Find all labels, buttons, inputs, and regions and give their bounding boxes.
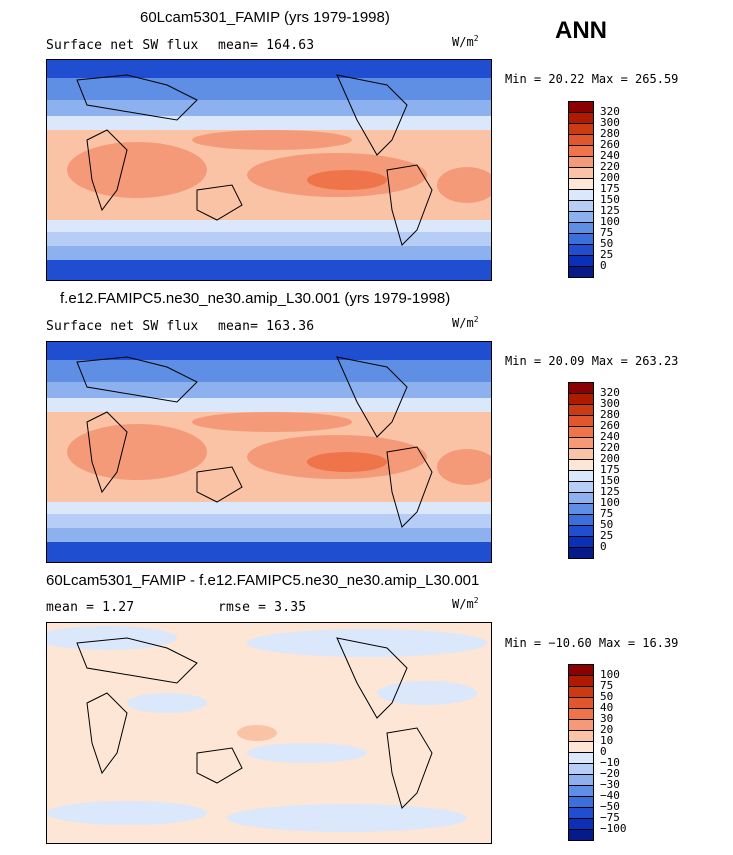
panel-3-rmse-label: rmse = 3.35 [218,600,307,615]
colorbar-tick-label: 150 [600,193,620,206]
colorbar-tick-label: −10 [600,756,620,769]
colorbar-tick-label: 150 [600,474,620,487]
colorbar-tick-label: −100 [600,822,627,835]
colorbar-tick-label: 300 [600,116,620,129]
panel-2-map [46,341,492,563]
colorbar-tick-label: 220 [600,160,620,173]
colorbar-tick-label: 100 [600,215,620,228]
panel-2-colorbar: 320 300 280 260 240 220 200 175 150 125 100 75 50 25 0 [568,382,658,559]
colorbar-tick-label: 260 [600,419,620,432]
colorbar-tick-label: 75 [600,679,614,692]
panel-2-mean-label: mean= 163.36 [218,319,315,334]
panel-3-title: 60Lcam5301_FAMIP - f.e12.FAMIPC5.ne30_ne… [46,572,480,589]
colorbar-tick-label: −75 [600,811,620,824]
colorbar-tick-label: 20 [600,723,614,736]
panel-1-colorbar: 320 300 280 260 240 220 200 175 150 125 100 75 50 25 0 [568,101,658,278]
panel-2-minmax: Min = 20.09 Max = 263.23 [505,354,679,368]
colorbar-tick-label: 10 [600,734,614,747]
colorbar-tick-label: −20 [600,767,620,780]
season-label: ANN [555,17,607,44]
colorbar-tick-label: 50 [600,690,614,703]
colorbar-tick-label: 25 [600,529,614,542]
panel-1-map-field [47,60,491,280]
panel-2-title: f.e12.FAMIPC5.ne30_ne30.amip_L30.001 (yr… [60,290,451,307]
colorbar-swatch [568,266,594,278]
colorbar-tick-label: 240 [600,430,620,443]
panel-1-mean-label: mean= 164.63 [218,38,315,53]
colorbar-tick-label: 320 [600,386,620,399]
panel-2-units: W/m2 [452,315,479,330]
colorbar-tick-label: 175 [600,182,620,195]
colorbar-tick-label: 125 [600,204,620,217]
panel-2-variable-label: Surface net SW flux [46,319,199,334]
colorbar-tick-label: 280 [600,127,620,140]
panel-1-variable-label: Surface net SW flux [46,38,199,53]
colorbar-tick-label: 100 [600,496,620,509]
panel-1-units: W/m2 [452,34,479,49]
colorbar-tick-label: 40 [600,701,614,714]
panel-3-map-field [47,623,491,843]
panel-1-map [46,59,492,281]
colorbar-tick-label: −50 [600,800,620,813]
panel-3-mean-label: mean = 1.27 [46,600,135,615]
panel-1-title: 60Lcam5301_FAMIP (yrs 1979-1998) [140,9,390,26]
panel-3-colorbar: 100 75 50 40 30 20 10 0 −10 −20 −30 −40 −50 −75 −100 [568,664,658,841]
colorbar-tick-label: 50 [600,518,614,531]
colorbar-tick-label: 220 [600,441,620,454]
colorbar-tick-label: 75 [600,507,614,520]
colorbar-tick-label: 200 [600,171,620,184]
colorbar-swatch [568,829,594,841]
colorbar-tick-label: 125 [600,485,620,498]
colorbar-tick-label: 0 [600,259,607,272]
colorbar-tick-label: 25 [600,248,614,261]
colorbar-swatch [568,547,594,559]
colorbar-tick-label: 280 [600,408,620,421]
colorbar-tick-label: 50 [600,237,614,250]
panel-1-minmax: Min = 20.22 Max = 265.59 [505,72,679,86]
colorbar-tick-label: 200 [600,452,620,465]
panel-3-map [46,622,492,844]
colorbar-tick-label: 0 [600,540,607,553]
colorbar-tick-label: 30 [600,712,614,725]
colorbar-tick-label: 260 [600,138,620,151]
panel-2-map-field [47,342,491,562]
colorbar-tick-label: −30 [600,778,620,791]
colorbar-tick-label: 100 [600,668,620,681]
panel-3-units: W/m2 [452,596,479,611]
colorbar-tick-label: 320 [600,105,620,118]
colorbar-tick-label: 75 [600,226,614,239]
colorbar-tick-label: −40 [600,789,620,802]
panel-3-minmax: Min = −10.60 Max = 16.39 [505,636,679,650]
colorbar-tick-label: 240 [600,149,620,162]
colorbar-tick-label: 0 [600,745,607,758]
colorbar-tick-label: 300 [600,397,620,410]
colorbar-tick-label: 175 [600,463,620,476]
